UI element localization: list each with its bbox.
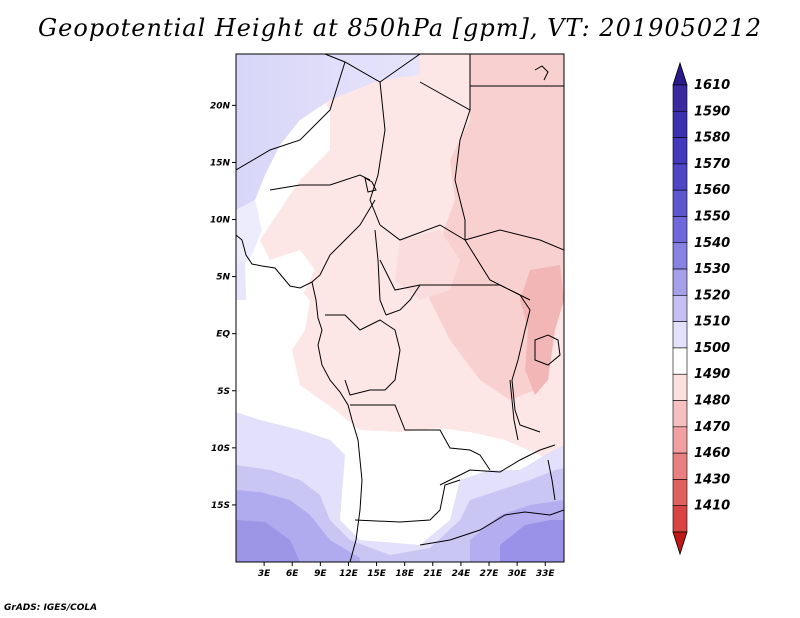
colorbar-label: 1430 (694, 472, 730, 487)
colorbar-swatch (672, 295, 688, 322)
colorbar-label: 1510 (694, 315, 730, 330)
contour-1510-north (236, 54, 420, 210)
colorbar-swatch (672, 479, 688, 507)
lat-tick-label: 10N (210, 216, 231, 226)
border-congo-drc (385, 284, 421, 316)
contour-field (236, 54, 564, 562)
colorbar-swatch (672, 84, 688, 112)
border-cameroon-east (374, 229, 387, 316)
lake-victoria (534, 334, 561, 366)
colorbar-label: 1550 (694, 209, 730, 224)
colorbar-label: 1610 (694, 78, 730, 93)
coastline-west-africa (236, 234, 363, 562)
colorbar-swatch (672, 242, 688, 270)
border-sudan-southsudan (464, 229, 564, 251)
lon-tick-label: 18E (395, 569, 415, 579)
lat-axis: 20N 15N 10N 5N EQ 5S 10S 15S (210, 101, 236, 511)
lon-tick-label: 21E (423, 569, 443, 579)
lat-tick-label: 10S (211, 444, 230, 454)
colorbar-label: 1560 (694, 183, 730, 198)
colorbar-swatch (672, 163, 688, 191)
colorbar-label: 1530 (694, 262, 730, 277)
colorbar-top-cap (672, 61, 688, 86)
colorbar-swatch (672, 426, 688, 454)
lat-tick-label: 5N (216, 273, 230, 283)
colorbar-label: 1460 (694, 446, 730, 461)
plot-frame (235, 53, 565, 563)
border-niger-nigeria (269, 174, 371, 191)
lat-tick-label: 20N (210, 101, 231, 111)
colorbar-label: 1470 (694, 420, 730, 435)
lon-tick-label: 24E (452, 569, 472, 579)
contour-1510-west-strip (236, 260, 246, 310)
contour-1490-region-west (395, 230, 460, 300)
colorbar-swatch (672, 137, 688, 165)
lon-tick-label: 3E (258, 569, 271, 579)
colorbar-swatch (672, 189, 688, 217)
border-chad-east (454, 109, 471, 240)
border-niger-mali (236, 61, 346, 171)
contour-gulf-white (236, 280, 310, 415)
lon-tick-label: 15E (367, 569, 387, 579)
border-drc-angola (350, 404, 491, 471)
colorbar-swatch (672, 216, 688, 244)
colorbar: 1610 1590 1580 1570 1560 1550 1540 1530 1520 1510… (672, 61, 730, 556)
border-sahara (324, 54, 421, 83)
border-zambia (439, 444, 556, 486)
lon-tick-label: 27E (480, 569, 500, 579)
colorbar-label: 1500 (694, 341, 730, 356)
colorbar-swatch (672, 321, 688, 349)
nile-river (534, 65, 549, 81)
lon-axis: 3E 6E 9E 12E 15E 18E 21E 24E 27E 30E 33E (258, 562, 556, 579)
lon-tick-label: 6E (286, 569, 299, 579)
colorbar-bottom-cap (672, 531, 688, 556)
contour-1540-southeast (500, 520, 564, 562)
colorbar-label: 1540 (694, 236, 730, 251)
border-gabon-congo (325, 314, 401, 396)
border-chad-west (369, 81, 386, 226)
lake-tanganyika (509, 379, 519, 441)
lake-chad (364, 177, 377, 193)
colorbar-swatch (672, 452, 688, 480)
colorbar-label: 1580 (694, 131, 730, 146)
colorbar-label: 1490 (694, 367, 730, 382)
border-drc-east (511, 294, 541, 433)
map-title: Geopotential Height at 850hPa [gpm], VT:… (38, 14, 762, 42)
colorbar-swatch (672, 268, 688, 296)
lon-tick-label: 30E (508, 569, 528, 579)
lon-tick-label: 12E (339, 569, 359, 579)
contour-1480-spot (520, 265, 564, 395)
border-nigeria-cameroon (311, 199, 376, 283)
colorbar-label: 1410 (694, 499, 730, 514)
colorbar-label: 1590 (694, 104, 730, 119)
grads-credit: GrADS: IGES/COLA (4, 603, 98, 613)
colorbar-label: 1480 (694, 394, 730, 409)
contour-1540-southwest (236, 520, 300, 562)
lat-tick-label: EQ (216, 330, 230, 340)
colorbar-swatch (672, 400, 688, 428)
lake-malawi (547, 459, 556, 501)
lat-tick-label: 5S (217, 387, 230, 397)
border-car-south (379, 259, 521, 296)
border-angola-south (354, 479, 461, 523)
lat-tick-label: 15S (211, 501, 230, 511)
lat-tick-label: 15N (210, 158, 231, 168)
border-southern (419, 509, 564, 546)
colorbar-swatch (672, 110, 688, 138)
lon-tick-label: 33E (536, 569, 556, 579)
colorbar-label: 1570 (694, 157, 730, 172)
coastlines-borders (236, 54, 564, 562)
lon-tick-label: 9E (314, 569, 327, 579)
colorbar-swatch (672, 347, 688, 375)
colorbar-swatch (672, 373, 688, 401)
colorbar-label: 1520 (694, 288, 730, 303)
colorbar-swatch (672, 505, 688, 533)
contour-1510-north-edge (236, 200, 262, 265)
